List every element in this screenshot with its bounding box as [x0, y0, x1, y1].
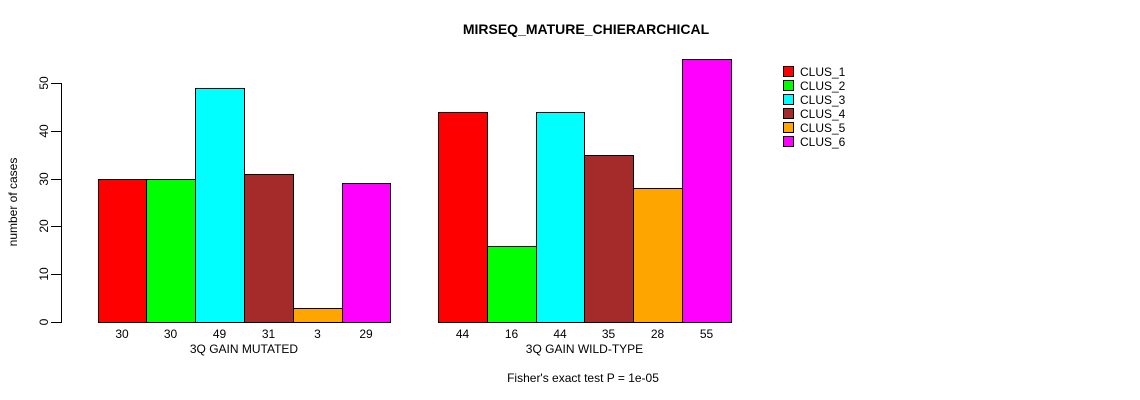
- bar-value-label: 35: [601, 327, 616, 341]
- legend-label: CLUS_6: [800, 134, 846, 149]
- y-axis-tick: [51, 131, 61, 132]
- bar-value-label: 30: [115, 327, 129, 341]
- legend-label: CLUS_5: [800, 120, 846, 135]
- bar-value-label: 16: [504, 327, 519, 341]
- y-axis-tick-label: 20: [37, 219, 51, 233]
- legend-item-clus_5: CLUS_5: [783, 120, 846, 135]
- bar-value-label: 55: [699, 327, 714, 341]
- bar-clus_6-1: [342, 183, 391, 323]
- y-axis-tick: [51, 226, 61, 227]
- legend-label: CLUS_1: [800, 64, 846, 79]
- bar-clus_4-2: [584, 155, 634, 323]
- bar-value-label: 30: [163, 327, 178, 341]
- legend-label: CLUS_4: [800, 106, 846, 121]
- bar-value-label: 28: [650, 327, 665, 341]
- x-category-label: 3Q GAIN WILD-TYPE: [525, 342, 644, 356]
- legend-label: CLUS_2: [800, 78, 846, 93]
- y-axis-tick-label: 0: [37, 318, 51, 326]
- chart-title: MIRSEQ_MATURE_CHIERARCHICAL: [462, 21, 710, 37]
- y-axis-tick-label: 30: [37, 172, 51, 186]
- bar-clus_5-1: [293, 308, 343, 323]
- y-axis-tick: [51, 322, 61, 323]
- bar-clus_2-1: [146, 179, 196, 323]
- bar-clus_2-2: [487, 246, 537, 323]
- legend-item-clus_2: CLUS_2: [783, 78, 846, 93]
- legend-swatch-icon: [783, 122, 794, 133]
- bar-value-label: 29: [359, 327, 373, 341]
- y-axis-line: [61, 83, 62, 323]
- legend: CLUS_1 CLUS_2 CLUS_3 CLUS_4 CLUS_5 CLUS_6: [783, 65, 845, 149]
- stat-test-annotation: Fisher's exact test P = 1e-05: [507, 371, 659, 385]
- bar-value-label: 44: [553, 327, 567, 341]
- legend-swatch-icon: [783, 66, 794, 77]
- bar-value-label: 3: [314, 327, 321, 341]
- legend-swatch-icon: [783, 136, 794, 147]
- y-axis-tick: [51, 274, 61, 275]
- bar-value-label: 49: [212, 327, 227, 341]
- legend-swatch-icon: [783, 94, 794, 105]
- y-axis-title: number of cases: [6, 157, 20, 247]
- legend-item-clus_3: CLUS_3: [783, 92, 846, 107]
- bar-value-label: 31: [261, 327, 276, 341]
- legend-swatch-icon: [783, 108, 794, 119]
- y-axis-tick-label: 50: [37, 76, 51, 90]
- legend-swatch-icon: [783, 80, 794, 91]
- bar-clus_3-2: [536, 112, 585, 323]
- bar-clus_3-1: [195, 88, 245, 323]
- legend-item-clus_6: CLUS_6: [783, 134, 846, 149]
- y-axis-tick: [51, 83, 61, 84]
- y-axis-tick: [51, 179, 61, 180]
- bar-clus_1-1: [98, 179, 147, 323]
- bar-clus_1-2: [438, 112, 488, 323]
- bar-clus_5-2: [633, 188, 683, 323]
- y-axis-tick-label: 10: [37, 267, 51, 281]
- legend-item-clus_1: CLUS_1: [783, 64, 846, 79]
- bar-clus_4-1: [244, 174, 294, 323]
- x-category-label: 3Q GAIN MUTATED: [189, 342, 299, 356]
- legend-label: CLUS_3: [800, 92, 846, 107]
- bar-clus_6-2: [682, 59, 732, 323]
- bar-value-label: 44: [455, 327, 470, 341]
- y-axis-tick-label: 40: [37, 124, 51, 138]
- legend-item-clus_4: CLUS_4: [783, 106, 846, 121]
